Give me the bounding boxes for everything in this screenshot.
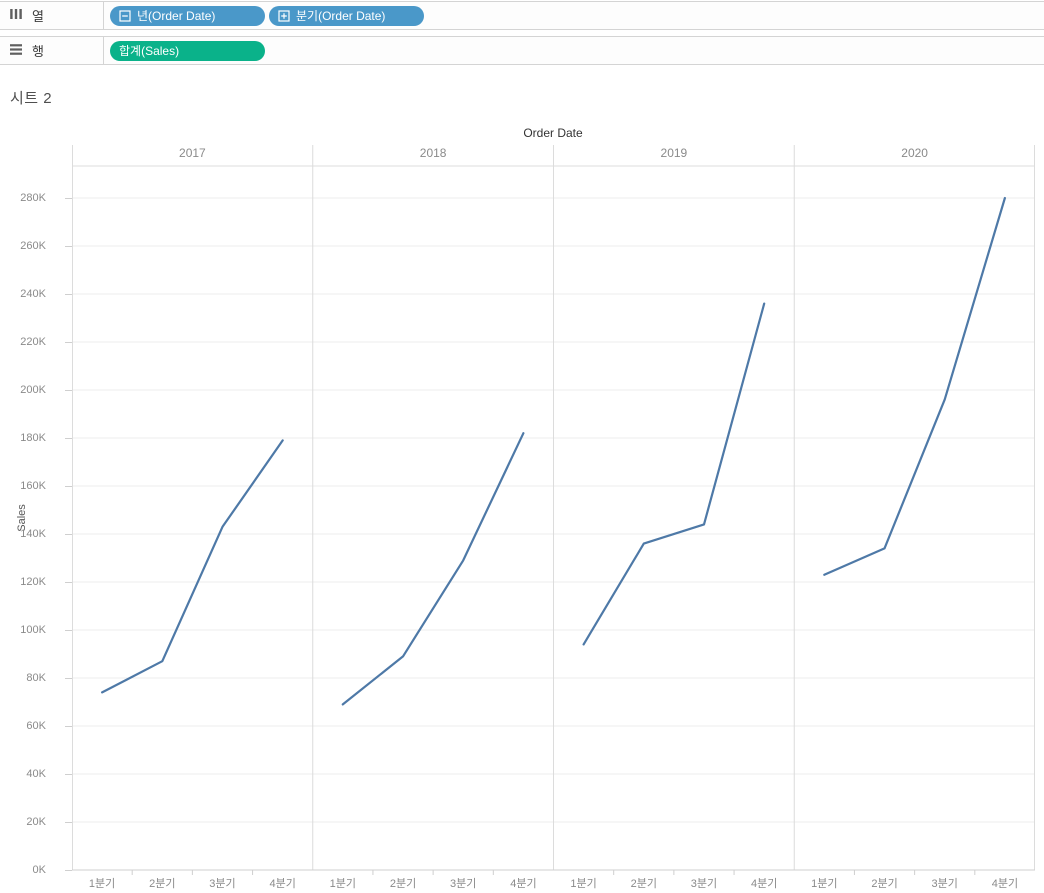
x-tick-label: 4분기 [750, 878, 778, 890]
year-header: 2017 [179, 146, 206, 160]
pill-year-label: 년(Order Date) [137, 8, 216, 23]
sheet-title: 시트 2 [10, 90, 53, 107]
x-tick-label: 1분기 [88, 878, 116, 890]
sales-line-2018[interactable] [341, 432, 525, 706]
plot-area[interactable] [72, 145, 1035, 876]
rows-icon [9, 42, 23, 59]
collapse-minus-icon[interactable] [119, 9, 131, 22]
y-tick-label: 240K [20, 288, 46, 300]
x-tick-label: 4분기 [991, 878, 1019, 890]
expand-plus-icon[interactable] [278, 9, 290, 22]
rows-shelf-label: 행 [0, 37, 104, 64]
pill-year-order-date[interactable]: 년(Order Date) [110, 5, 265, 26]
x-tick-label: 1분기 [811, 878, 838, 890]
rows-shelf: 행 합계(Sales) [0, 36, 1044, 65]
y-tick-label: 0K [32, 864, 46, 876]
columns-shelf: 열 년(Order Date) 분기(Order Date) [0, 1, 1044, 30]
y-tick-label: 80K [26, 672, 46, 684]
y-tick-mark [65, 246, 72, 247]
columns-pills: 년(Order Date) 분기(Order Date) [110, 2, 424, 29]
x-tick-label: 4분기 [269, 878, 296, 890]
y-tick-mark [65, 630, 72, 631]
y-tick-label: 100K [20, 624, 46, 636]
x-tick-label: 3분기 [450, 878, 477, 890]
x-tick-label: 2분기 [630, 878, 657, 890]
columns-shelf-label: 열 [0, 2, 104, 29]
y-tick-label: 280K [20, 192, 46, 204]
y-tick-label: 160K [20, 480, 46, 492]
x-tick-label: 4분기 [510, 878, 537, 890]
column-field-header: Order Date [523, 126, 583, 140]
x-tick-label: 1분기 [570, 878, 597, 890]
y-tick-mark [65, 774, 72, 775]
x-tick-label: 1분기 [329, 878, 357, 890]
y-tick-label: 200K [20, 384, 46, 396]
x-tick-label: 3분기 [931, 878, 958, 890]
sales-line-2017[interactable] [101, 439, 284, 694]
y-tick-mark [65, 486, 72, 487]
x-tick-label: 3분기 [690, 878, 718, 890]
year-header: 2018 [419, 146, 447, 160]
y-tick-mark [65, 534, 72, 535]
x-tick-label: 2분기 [149, 878, 176, 890]
rows-pills: 합계(Sales) [110, 37, 265, 64]
rows-shelf-text: 행 [32, 44, 44, 59]
x-tick-label: 2분기 [389, 878, 417, 890]
y-tick-label: 260K [20, 240, 46, 252]
pill-quarter-label: 분기(Order Date) [296, 8, 386, 23]
y-tick-mark [65, 726, 72, 727]
y-tick-mark [65, 822, 72, 823]
pill-quarter-order-date[interactable]: 분기(Order Date) [269, 5, 424, 26]
y-tick-label: 60K [26, 720, 46, 732]
year-header: 2020 [901, 146, 928, 160]
pill-sum-sales[interactable]: 합계(Sales) [110, 40, 265, 61]
y-tick-label: 120K [20, 576, 46, 588]
x-tick-label: 2분기 [871, 878, 898, 890]
y-tick-mark [65, 198, 72, 199]
y-tick-mark [65, 870, 72, 871]
y-tick-label: 180K [20, 432, 46, 444]
year-header: 2019 [660, 146, 688, 160]
y-tick-mark [65, 582, 72, 583]
y-tick-label: 140K [20, 528, 46, 540]
y-tick-mark [65, 438, 72, 439]
y-tick-label: 40K [26, 768, 46, 780]
sales-line-2020[interactable] [823, 196, 1007, 576]
columns-shelf-text: 열 [32, 9, 44, 24]
x-tick-label: 3분기 [209, 878, 236, 890]
columns-icon [9, 7, 23, 24]
y-tick-mark [65, 294, 72, 295]
y-tick-label: 220K [20, 336, 46, 348]
sales-line-2019[interactable] [582, 302, 766, 646]
pill-sales-label: 합계(Sales) [119, 43, 180, 58]
y-tick-mark [65, 390, 72, 391]
y-tick-label: 20K [26, 816, 46, 828]
y-tick-mark [65, 678, 72, 679]
y-tick-mark [65, 342, 72, 343]
